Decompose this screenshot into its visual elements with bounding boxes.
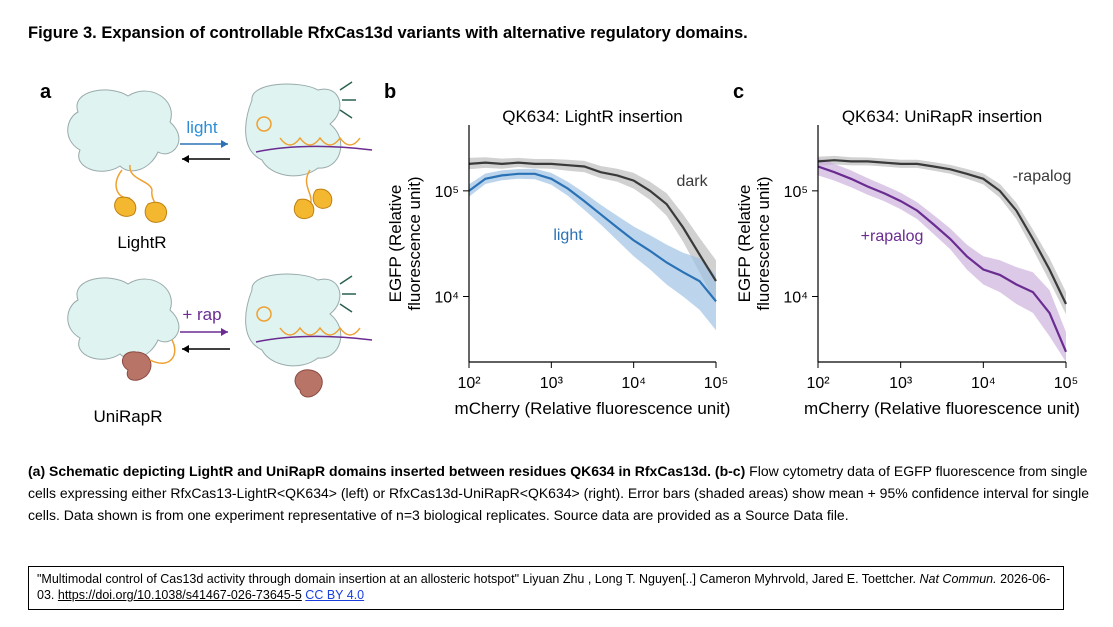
construct-name: LightR — [117, 233, 166, 252]
protein — [67, 277, 180, 360]
construct-name: UniRapR — [94, 407, 163, 426]
ci-band — [818, 157, 1066, 362]
linker — [149, 339, 176, 364]
domain — [293, 188, 333, 220]
rna — [279, 136, 361, 146]
cut-mark — [339, 81, 356, 119]
line — [468, 172, 717, 302]
citation: "Multimodal control of Cas13d activity t… — [28, 566, 1064, 610]
journal: Nat Commun. — [919, 572, 997, 586]
y-axis-label: EGFP (Relative — [386, 185, 405, 303]
chart-title: QK634: UniRapR insertion — [842, 107, 1042, 126]
line — [817, 159, 1067, 305]
protein — [67, 89, 180, 172]
x-tick-label: 10² — [457, 375, 481, 392]
ci-band — [469, 168, 716, 331]
x-axis-label: mCherry (Relative fluorescence unit) — [804, 399, 1080, 418]
series-label: -rapalog — [1013, 168, 1072, 185]
domain — [114, 196, 137, 217]
rna — [255, 335, 373, 343]
series-label: dark — [676, 173, 708, 190]
protein — [245, 273, 342, 367]
caption-bold: (a) Schematic depicting LightR and UniRa… — [28, 463, 746, 479]
caption-text: Flow cytometry data of EGFP fluorescence… — [28, 463, 1090, 523]
chart-title: QK634: LightR insertion — [502, 107, 683, 126]
y-tick-label: 10⁴ — [783, 290, 808, 307]
figure: Figure 3. Expansion of controllable RfxC… — [28, 24, 1080, 426]
x-tick-label: 10³ — [540, 375, 564, 392]
arrowhead — [221, 328, 228, 336]
y-axis-label: fluorescence unit) — [754, 176, 773, 310]
y-tick-label: 10⁴ — [434, 290, 459, 307]
caption: (a) Schematic depicting LightR and UniRa… — [28, 460, 1098, 526]
rna — [255, 145, 373, 153]
arrow-label: light — [186, 118, 217, 137]
rna — [279, 326, 361, 336]
x-tick-label: 10² — [806, 375, 830, 392]
doi-link[interactable]: https://doi.org/10.1038/s41467-026-73645… — [57, 588, 302, 602]
arrowhead — [182, 345, 189, 353]
arrowhead — [221, 140, 228, 148]
x-tick-label: 10⁵ — [1054, 375, 1078, 392]
schematic: a LightR light UniRapR + rap — [40, 81, 373, 426]
arrow-label: + rap — [182, 305, 221, 324]
line — [817, 165, 1068, 353]
series-label: light — [553, 227, 583, 244]
panel-label: a — [40, 81, 52, 103]
arrowhead — [182, 155, 189, 163]
domain — [144, 201, 168, 223]
x-tick-label: 10⁴ — [971, 375, 996, 392]
hairpin — [256, 116, 272, 132]
series-label: +rapalog — [861, 228, 924, 245]
domain — [121, 351, 152, 381]
x-tick-label: 10⁵ — [704, 375, 728, 392]
linker — [115, 169, 131, 199]
x-tick-label: 10⁴ — [621, 375, 646, 392]
date: 2026-06-03. — [37, 572, 1051, 602]
x-axis-label: mCherry (Relative fluorescence unit) — [455, 399, 731, 418]
protein — [245, 83, 342, 177]
line — [468, 161, 717, 282]
y-tick-label: 10⁵ — [784, 184, 808, 201]
cut-mark — [339, 275, 356, 313]
hairpin — [256, 306, 272, 322]
y-tick-label: 10⁵ — [435, 184, 459, 201]
citation-text: "Multimodal control of Cas13d activity t… — [37, 572, 917, 586]
y-axis-label: fluorescence unit) — [405, 176, 424, 310]
domain — [294, 369, 323, 398]
panel-label: b — [384, 81, 396, 103]
license-link[interactable]: CC BY 4.0 — [305, 588, 365, 602]
panel-label: c — [733, 81, 744, 103]
y-axis-label: EGFP (Relative — [735, 185, 754, 303]
figure-title: Figure 3. Expansion of controllable RfxC… — [28, 24, 748, 42]
x-tick-label: 10³ — [889, 375, 913, 392]
